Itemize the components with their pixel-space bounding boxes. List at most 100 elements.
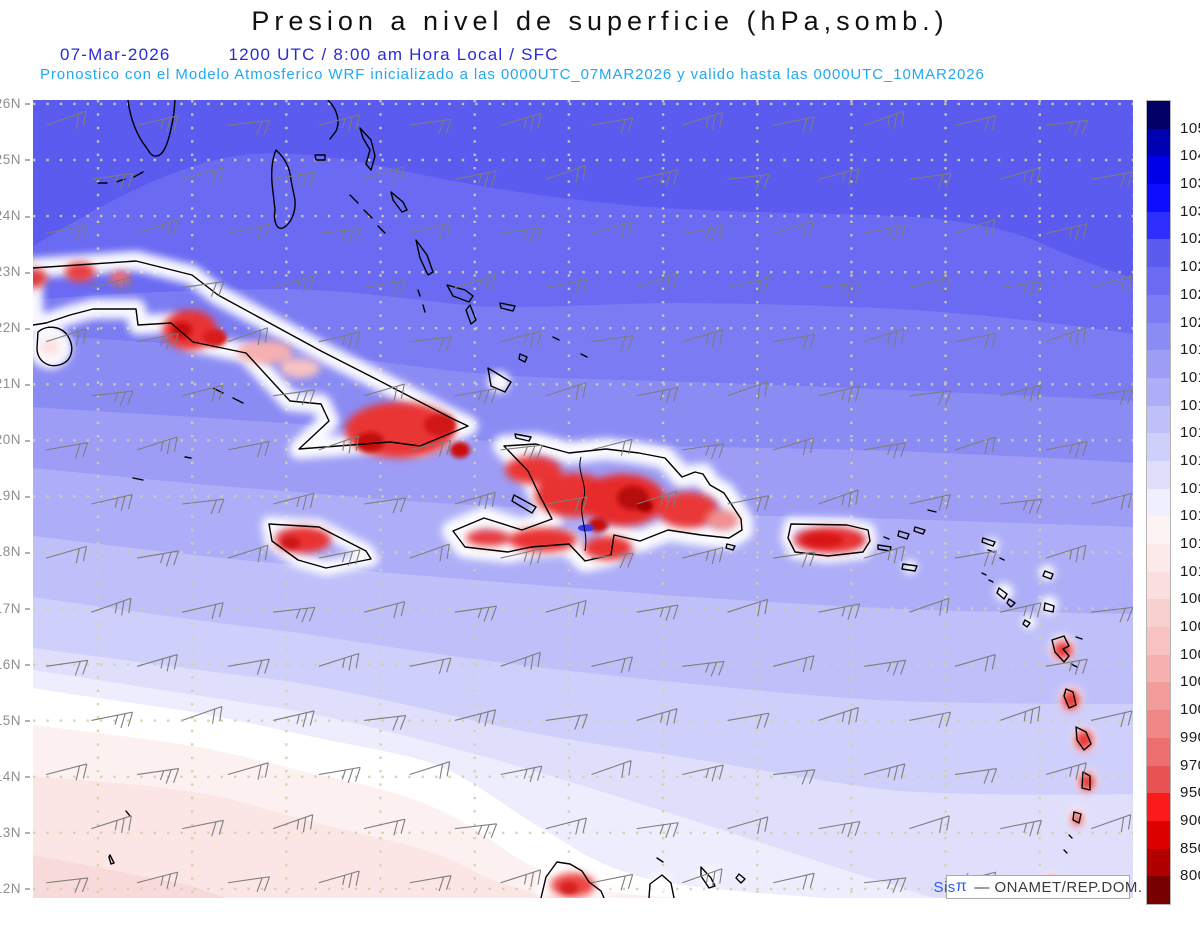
wind-barb-icon bbox=[227, 119, 271, 136]
lake-enriquillo bbox=[578, 524, 594, 532]
colorbar-cell bbox=[1147, 516, 1170, 544]
colorbar-tick-label: 970 bbox=[1180, 756, 1200, 774]
colorbar-cell bbox=[1147, 765, 1170, 794]
valid-hour: 1200 UTC / 8:00 am Hora Local / SFC bbox=[228, 45, 559, 64]
wind-barb-icon bbox=[1090, 275, 1132, 293]
wind-barb-icon bbox=[318, 549, 361, 566]
wind-barb-icon bbox=[454, 709, 497, 727]
wind-barb-icon bbox=[136, 115, 179, 133]
sispi-logo-text: Sis bbox=[933, 878, 956, 896]
wind-barb-icon bbox=[954, 550, 997, 567]
lat-tick-label: 20N bbox=[0, 432, 30, 447]
pressure-field bbox=[33, 100, 1133, 898]
colorbar-tick-label: 1022 bbox=[1180, 285, 1200, 303]
wind-barb-icon bbox=[545, 278, 588, 296]
wind-barb-icon bbox=[545, 599, 587, 618]
wind-barb-icon bbox=[454, 170, 497, 188]
colorbar-tick-label: 990 bbox=[1180, 728, 1200, 746]
wind-barb-icon bbox=[636, 386, 679, 404]
lat-tick-label: 25N bbox=[0, 152, 30, 167]
wind-barb-icon bbox=[91, 597, 132, 616]
wind-barb-icon bbox=[1045, 762, 1087, 780]
wind-barb-icon bbox=[136, 767, 180, 784]
wind-barb-icon bbox=[727, 598, 769, 617]
wind-barb-icon bbox=[409, 118, 452, 135]
wind-barb-icon bbox=[363, 279, 406, 297]
wind-barb-icon bbox=[682, 868, 723, 887]
colorbar-tick-label: 1012 bbox=[1180, 535, 1200, 553]
wind-barb-icon bbox=[1091, 606, 1133, 623]
wind-barb-icon bbox=[863, 545, 906, 564]
wind-barb-icon bbox=[909, 815, 950, 833]
wind-barb-icon bbox=[136, 332, 179, 350]
colorbar-cell bbox=[1147, 627, 1170, 655]
wind-barb-icon bbox=[818, 489, 859, 508]
wind-barb-icon bbox=[591, 552, 634, 569]
forecast-line: Pronostico con el Modelo Atmosferico WRF… bbox=[40, 66, 985, 83]
hispaniola-coast bbox=[452, 443, 743, 562]
pi-icon: π ´ bbox=[955, 871, 971, 895]
colorbar-cell bbox=[1147, 682, 1170, 711]
wind-barb-icon bbox=[1045, 544, 1087, 563]
colorbar-tick-label: 1014 bbox=[1180, 479, 1200, 497]
wind-barb-icon bbox=[363, 601, 406, 619]
wind-barb-icon bbox=[773, 551, 816, 568]
wind-barb-icon bbox=[863, 328, 905, 346]
wind-barb-icon bbox=[1045, 658, 1088, 675]
wind-barb-icon bbox=[636, 604, 679, 621]
colorbar-tick-label: 1002 bbox=[1180, 673, 1200, 691]
wind-barb-icon bbox=[682, 660, 725, 677]
colorbar-cell bbox=[1147, 294, 1170, 323]
colorbar-tick-label: 1030 bbox=[1180, 202, 1200, 220]
wind-barb-icon bbox=[409, 761, 451, 779]
wind-barb-icon bbox=[454, 274, 496, 292]
colorbar-cell bbox=[1147, 599, 1170, 628]
wind-barb-icon bbox=[909, 597, 950, 616]
colorbar-cell bbox=[1147, 793, 1170, 821]
wind-barb-icon bbox=[773, 333, 816, 351]
colorbar-tick-label: 1006 bbox=[1180, 618, 1200, 636]
lat-tick-label: 18N bbox=[0, 544, 30, 559]
wind-barb-icon bbox=[727, 173, 770, 190]
wind-barb-icon bbox=[46, 877, 89, 893]
wind-barb-icon bbox=[182, 281, 225, 297]
colorbar-tick-label: 950 bbox=[1180, 784, 1200, 802]
wind-barb-icon bbox=[682, 443, 725, 460]
wind-barb-icon bbox=[454, 491, 496, 510]
haiti-dr-border bbox=[579, 456, 587, 552]
cuba-coast bbox=[33, 260, 469, 450]
colorbar-cell bbox=[1147, 820, 1170, 849]
wind-barb-icon bbox=[636, 169, 679, 187]
wind-barb-icon bbox=[227, 327, 269, 346]
wind-barb-icon bbox=[954, 332, 997, 350]
lat-tick-label: 17N bbox=[0, 601, 30, 616]
colorbar-cell bbox=[1147, 654, 1170, 683]
wind-barb-icon bbox=[318, 114, 361, 132]
colorbar-cell bbox=[1147, 876, 1170, 904]
wind-barb-icon bbox=[500, 869, 542, 888]
wind-barb-icon bbox=[136, 436, 178, 455]
wind-barb-icon bbox=[1090, 492, 1133, 511]
colorbar-tick-label: 1028 bbox=[1180, 230, 1200, 248]
wind-barb-icon bbox=[909, 172, 952, 189]
wind-barb-icon bbox=[318, 870, 360, 888]
wind-barb-icon bbox=[46, 328, 87, 346]
colorbar-cell bbox=[1147, 544, 1170, 572]
wind-barb-icon bbox=[409, 222, 451, 240]
wind-barb-icon bbox=[773, 655, 815, 673]
wind-barb-icon bbox=[773, 769, 816, 785]
wind-barb-icon bbox=[363, 497, 407, 514]
lat-tick-label: 19N bbox=[0, 488, 30, 503]
colorbar-cell bbox=[1147, 433, 1170, 461]
wind-barb-icon bbox=[318, 331, 361, 349]
wind-barb-icon bbox=[454, 605, 498, 622]
wind-barb-icon bbox=[818, 282, 861, 298]
wind-barb-icon bbox=[1045, 441, 1088, 458]
wind-barb-icon bbox=[682, 329, 724, 347]
wind-barb-icon bbox=[545, 382, 587, 401]
wind-barb-icon bbox=[363, 715, 407, 731]
map-area: 26N 25N 24N 23N 22N 21N 20N 19N 18N 17N 16N 15N 14N 1… bbox=[0, 96, 1133, 898]
wind-barb-icon bbox=[818, 168, 860, 186]
